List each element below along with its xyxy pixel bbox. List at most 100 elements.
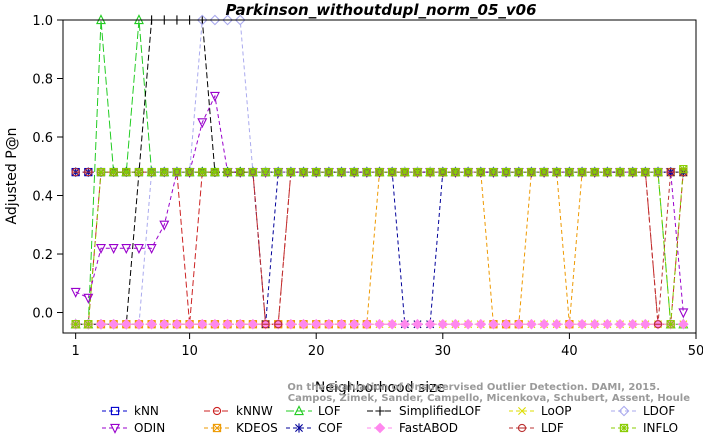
legend-label: COF xyxy=(318,421,343,434)
legend-label: LDF xyxy=(541,421,564,434)
point-fastabod xyxy=(196,318,208,330)
point-fastabod xyxy=(640,318,651,330)
point-inflo xyxy=(312,167,321,177)
point-inflo xyxy=(451,167,460,177)
point-inflo xyxy=(425,167,435,177)
series-markers-ldf xyxy=(71,167,688,329)
point-inflo xyxy=(299,167,308,177)
series-markers-inflo xyxy=(71,165,688,329)
y-axis-label: Adjusted P@n xyxy=(4,127,20,224)
point-ldof xyxy=(209,14,221,26)
point-inflo xyxy=(527,167,536,177)
point-odin xyxy=(83,293,94,304)
point-fastabod xyxy=(222,318,233,330)
legend-item-fastabod: FastABOD xyxy=(367,421,458,434)
x-tick-label: 10 xyxy=(181,344,198,359)
point-inflo xyxy=(160,167,169,177)
legend-item-inflo: INFLO xyxy=(611,421,678,434)
point-odin xyxy=(159,220,170,231)
point-inflo xyxy=(134,167,144,177)
point-fastabod xyxy=(602,318,613,330)
point-inflo xyxy=(463,167,473,177)
legend-marker xyxy=(295,423,303,433)
point-odin xyxy=(146,244,157,254)
legend-marker xyxy=(294,405,304,416)
point-fastabod xyxy=(564,318,575,330)
point-inflo xyxy=(413,167,422,177)
point-fastabod xyxy=(323,318,335,330)
series-line-ldf xyxy=(75,171,684,325)
watermark-line-2: On the Evaluation of Unsupervised Outlie… xyxy=(287,382,660,393)
point-inflo xyxy=(501,167,511,177)
point-inflo xyxy=(122,167,131,177)
legend-label: LoOP xyxy=(541,404,572,418)
legend-item-ldof: LDOF xyxy=(611,404,675,418)
point-inflo xyxy=(362,167,371,177)
point-fastabod xyxy=(171,318,183,330)
watermark-line-1: Campos, Zimek, Sander, Campello, Micenko… xyxy=(288,393,690,404)
point-inflo xyxy=(375,167,384,177)
point-fastabod xyxy=(361,318,373,330)
point-fastabod xyxy=(133,318,145,330)
x-tick-label: 30 xyxy=(435,344,452,359)
point-odin xyxy=(197,118,208,129)
point-fastabod xyxy=(348,318,360,330)
point-fastabod xyxy=(627,318,639,330)
legend-item-simplifiedlof: SimplifiedLOF xyxy=(367,404,481,418)
point-fastabod xyxy=(108,318,119,330)
y-tick-label: 0.0 xyxy=(32,307,53,322)
point-ldf xyxy=(666,167,675,177)
point-inflo xyxy=(223,167,232,177)
legend-item-lof: LOF xyxy=(286,404,341,418)
legend-marker xyxy=(618,405,630,417)
point-inflo xyxy=(337,167,346,177)
point-fastabod xyxy=(412,318,423,330)
point-inflo xyxy=(185,167,194,177)
point-odin xyxy=(70,287,81,298)
point-inflo xyxy=(552,167,561,177)
plot-frame xyxy=(62,19,697,334)
point-inflo xyxy=(236,167,245,177)
point-fastabod xyxy=(247,318,259,330)
legend-marker xyxy=(212,423,222,433)
point-fastabod xyxy=(589,318,601,330)
point-fastabod xyxy=(614,318,626,330)
point-fastabod xyxy=(374,318,385,330)
point-inflo xyxy=(577,167,587,177)
legend-label: ODIN xyxy=(134,421,165,434)
legend-item-ldf: LDF xyxy=(509,421,564,434)
legend-label: INFLO xyxy=(643,421,678,434)
point-ldof xyxy=(196,14,208,26)
point-fastabod xyxy=(234,318,246,330)
point-inflo xyxy=(84,320,93,329)
legend-label: KDEOS xyxy=(236,421,278,434)
point-inflo xyxy=(210,167,220,177)
x-axis-label: Neighborhood size xyxy=(315,380,445,396)
point-fastabod xyxy=(399,318,411,330)
point-inflo xyxy=(628,167,637,177)
point-fastabod xyxy=(95,318,107,330)
point-fastabod xyxy=(120,318,132,330)
point-inflo xyxy=(274,167,283,177)
point-inflo xyxy=(565,167,574,177)
point-fastabod xyxy=(184,318,195,330)
point-ldf xyxy=(261,320,270,329)
legend-item-knn: kNN xyxy=(102,404,159,418)
point-inflo xyxy=(286,167,296,177)
x-tick-label: 50 xyxy=(688,344,703,359)
series-markers-knnw xyxy=(71,167,688,329)
point-inflo xyxy=(350,167,359,177)
legend-item-odin: ODIN xyxy=(102,421,165,434)
point-ldf xyxy=(274,320,283,329)
point-inflo xyxy=(666,320,675,329)
y-tick-label: 0.8 xyxy=(32,73,53,88)
point-inflo xyxy=(476,167,485,177)
point-odin xyxy=(678,308,689,319)
point-fastabod xyxy=(488,318,499,330)
point-ldf xyxy=(84,167,93,177)
point-inflo xyxy=(71,320,80,329)
marker-layer xyxy=(70,14,689,330)
legend-marker xyxy=(110,406,120,416)
series-markers-fastabod xyxy=(70,318,689,330)
legend-label: kNN xyxy=(134,404,159,418)
